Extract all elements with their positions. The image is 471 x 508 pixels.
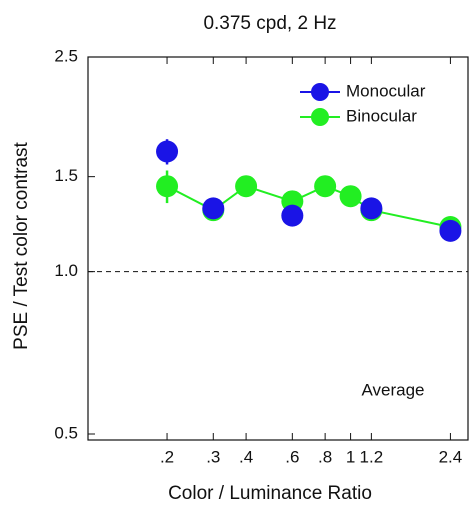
x-tick-label: 1 (346, 447, 355, 466)
x-tick-label: .8 (318, 447, 332, 466)
data-point (339, 185, 362, 208)
y-tick-label: 1.0 (54, 261, 78, 280)
chart-title: 0.375 cpd, 2 Hz (203, 13, 336, 34)
annotation: Average (361, 380, 424, 399)
data-point (235, 175, 258, 198)
plot-frame (87, 56, 469, 441)
data-point (360, 197, 383, 220)
data-point (314, 175, 337, 198)
y-tick-label: 2.5 (54, 46, 78, 65)
data-point (156, 140, 179, 163)
x-tick-label: .4 (239, 447, 253, 466)
y-tick-label: 1.5 (54, 166, 78, 185)
data-point (439, 219, 462, 242)
legend-label: Monocular (346, 81, 426, 100)
legend-marker (311, 83, 329, 101)
data-point (281, 204, 304, 227)
x-axis-label: Color / Luminance Ratio (168, 483, 372, 504)
x-tick-label: 1.2 (360, 447, 384, 466)
legend-marker (311, 108, 329, 126)
x-tick-label: .2 (160, 447, 174, 466)
y-axis-label: PSE / Test color contrast (11, 141, 32, 349)
y-tick-label: 0.5 (54, 423, 78, 442)
x-tick-label: 2.4 (439, 447, 463, 466)
data-point (156, 175, 179, 198)
data-point (202, 197, 225, 220)
x-tick-label: .3 (206, 447, 220, 466)
legend-label: Binocular (346, 106, 417, 125)
x-tick-label: .6 (285, 447, 299, 466)
